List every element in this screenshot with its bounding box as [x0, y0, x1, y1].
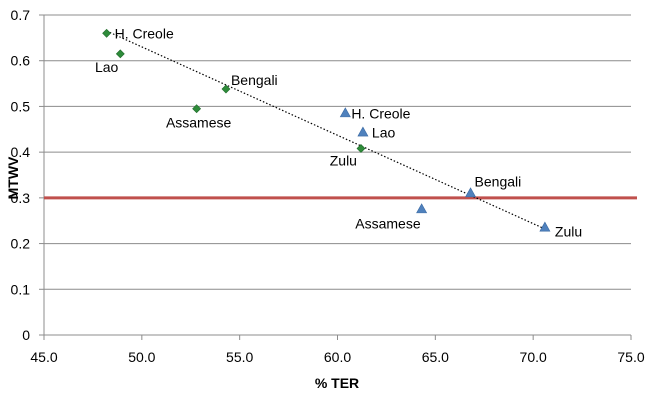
- data-point-diamond: [115, 49, 125, 59]
- data-point-diamond: [192, 104, 202, 114]
- data-points: [102, 28, 551, 232]
- point-label: Bengali: [231, 72, 278, 88]
- x-tick-label: 60.0: [324, 349, 351, 365]
- y-tick-label: 0.5: [11, 98, 31, 114]
- x-tick-label: 65.0: [422, 349, 449, 365]
- y-tick-label: 0.1: [11, 281, 31, 297]
- y-tick-label: 0.3: [11, 190, 31, 206]
- point-label: Lao: [95, 59, 119, 75]
- data-point-triangle: [539, 221, 551, 232]
- y-axis-title: MTWV: [5, 156, 21, 199]
- x-tick-label: 70.0: [520, 349, 547, 365]
- y-tick-label: 0: [22, 327, 30, 343]
- y-tick-label: 0.2: [11, 236, 31, 252]
- data-point-triangle: [357, 126, 369, 137]
- x-tick-label: 75.0: [617, 349, 644, 365]
- x-tick-label: 55.0: [226, 349, 253, 365]
- x-tick-label: 50.0: [128, 349, 155, 365]
- x-axis-title: % TER: [315, 375, 359, 391]
- point-label: Bengali: [475, 173, 522, 189]
- point-label: Zulu: [555, 224, 582, 240]
- data-point-diamond: [221, 84, 231, 94]
- point-label: H. Creole: [351, 105, 410, 121]
- tick-labels: 0 0.1 0.2 0.3 0.4 0.5 0.6 0.7 45.0 50.0 55.0 60.0 65…: [11, 7, 645, 365]
- point-label: Lao: [372, 124, 396, 140]
- x-tick-label: 45.0: [30, 349, 57, 365]
- axes: [39, 14, 632, 340]
- data-point-diamond: [356, 144, 366, 153]
- point-label: Zulu: [330, 152, 357, 168]
- y-tick-label: 0.7: [11, 7, 31, 23]
- data-point-triangle: [416, 203, 428, 214]
- point-label: Assamese: [166, 115, 232, 131]
- data-point-triangle: [339, 107, 351, 118]
- data-point-triangle: [465, 187, 477, 198]
- point-label: Assamese: [355, 215, 421, 231]
- point-labels: H. Creole Lao Bengali Assamese Zulu H. Creole…: [95, 25, 582, 239]
- point-label: H. Creole: [115, 25, 174, 41]
- y-tick-label: 0.4: [11, 144, 31, 160]
- y-tick-label: 0.6: [11, 53, 31, 69]
- data-point-diamond: [102, 28, 112, 38]
